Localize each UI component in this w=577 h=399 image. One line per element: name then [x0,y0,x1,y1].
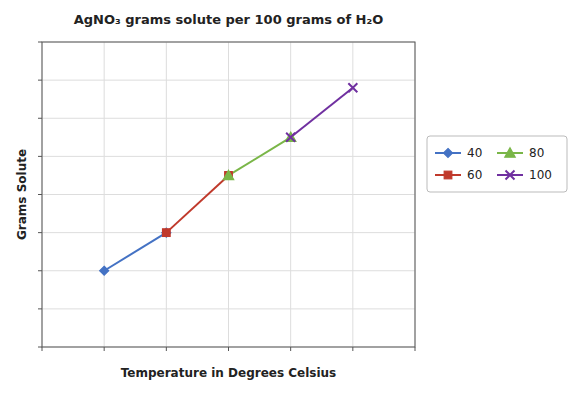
point [223,170,233,179]
y-axis-label: Grams Solute [15,149,29,240]
point [286,133,295,142]
tick [38,232,42,233]
grid-line [42,232,415,233]
legend-label: 100 [529,168,552,182]
grid-line [42,308,415,309]
legend-label: 80 [529,146,544,160]
legend-marker [444,171,452,179]
tick [166,347,167,351]
legend-box [427,136,567,192]
series-line [291,88,353,138]
legend: 40 60 80 100 [427,136,567,192]
tick [104,347,105,351]
grid-line [42,270,415,271]
plot-frame [42,42,415,347]
tick [228,347,229,351]
point [163,229,171,237]
series-line [104,233,166,271]
tick [38,42,42,43]
series-line [229,137,291,175]
grid-line [42,194,415,195]
series-line [166,175,228,232]
tick [38,194,42,195]
point [100,266,109,275]
legend-marker [506,171,515,180]
tick [38,347,42,348]
tick [38,156,42,157]
legend-label: 40 [467,146,482,160]
point [285,132,295,141]
grid-line [42,80,415,81]
tick [38,118,42,119]
tick [352,347,353,351]
x-axis-label: Temperature in Degrees Celsius [121,366,337,380]
chart: AgNO₃ grams solute per 100 grams of H₂O T… [0,0,577,399]
tick [38,308,42,309]
legend-marker [505,148,515,157]
grid [42,42,415,347]
tick [290,347,291,351]
grid-line [42,118,415,119]
tick [42,347,43,351]
grid-line [42,156,415,157]
point [162,228,171,237]
legend-label: 60 [467,168,482,182]
tick [38,80,42,81]
tick [38,270,42,271]
data-layer [100,83,358,275]
legend-marker [444,149,453,158]
plot-area [42,42,415,347]
point [348,83,357,92]
tick [415,347,416,351]
title: AgNO₃ grams solute per 100 grams of H₂O [74,12,384,27]
